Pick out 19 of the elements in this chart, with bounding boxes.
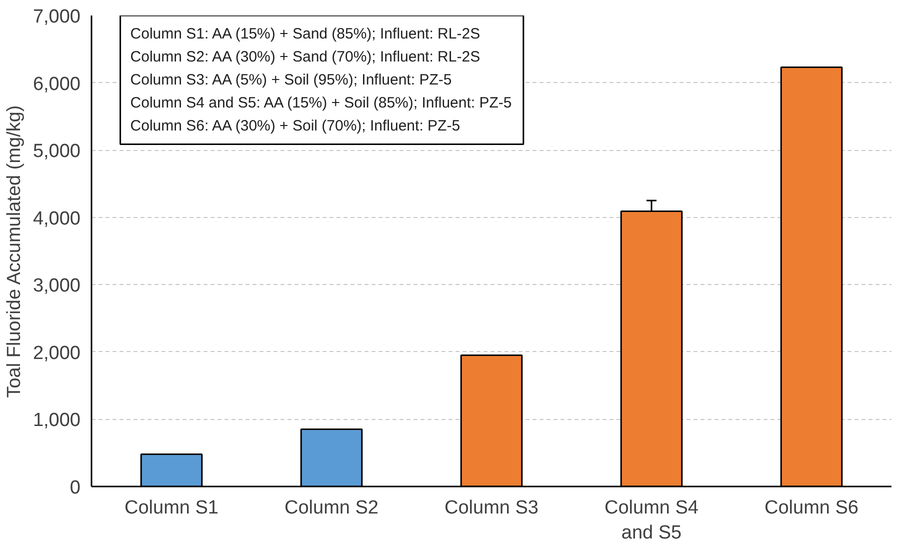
y-tick-label: 0 <box>70 478 81 498</box>
y-axis-title: Toal Fluoride Accumulated (mg/kg) <box>4 105 25 398</box>
annotation: Column S1: AA (15%) + Sand (85%); Influent: RL-2S <box>130 26 480 42</box>
y-tick-label: 6,000 <box>32 74 80 95</box>
x-tick-label: Column S3 <box>444 498 539 518</box>
annotation: Column S6: AA (30%) + Soil (70%); Influent: PZ-5 <box>130 117 460 134</box>
annotation: Column S2: AA (30%) + Sand (70%); Influent: RL-2S <box>130 48 480 66</box>
y-tick-label: 4,000 <box>32 208 80 230</box>
y-tick-label: 5,000 <box>32 141 80 162</box>
annotation: Column S3: AA (5%) + Soil (95%); Influent: PZ-5 <box>130 71 452 88</box>
x-tick-label: Column S1 <box>124 498 219 518</box>
x-tick-label: Column S2 <box>284 498 379 518</box>
x-tick-label: Column S6 <box>764 498 859 518</box>
x-tick-label: Column S4 and S5 <box>604 498 699 544</box>
y-tick-label: 1,000 <box>32 410 80 432</box>
y-tick-label: 2,000 <box>32 342 80 364</box>
y-tick-label: 7,000 <box>32 6 80 28</box>
annotation: Column S4 and S5: AA (15%) + Soil (85%); Influent: PZ-5 <box>130 94 512 112</box>
y-tick-label: 3,000 <box>32 276 80 297</box>
